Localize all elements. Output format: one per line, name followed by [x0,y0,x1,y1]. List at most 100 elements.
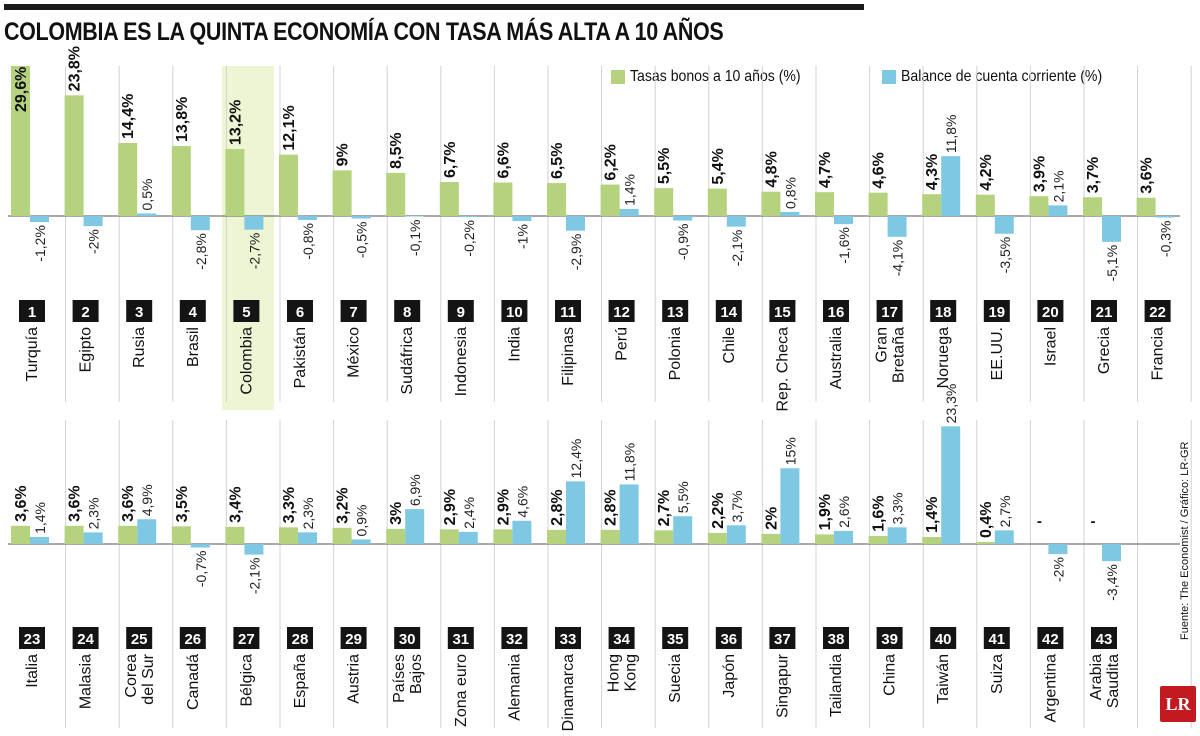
rank-number: 14 [720,304,737,321]
rank-badge [1037,300,1064,322]
bond-bar [439,182,459,216]
rank-badge [179,300,206,322]
country-8: 8,5% -0,1% 8 Sudáfrica [386,132,425,395]
country-10: 6,6% -1% 10 India [493,142,532,362]
bond-label: 2,8% [549,489,566,525]
rank-badge [233,627,260,649]
country-2: 23,8% -2% 2 Egipto [64,46,103,372]
rank-badge [1091,300,1117,322]
rank-number: 42 [1042,631,1059,648]
country-name: México [346,327,363,378]
bond-bar [279,154,298,216]
account-bar [1102,544,1121,562]
rank-number: 3 [135,304,143,321]
country-name: Indonesia [453,327,470,396]
bond-label: 13,2% [227,100,244,145]
legend-swatch-bond [611,70,625,84]
country-name: Polonia [667,327,684,380]
rank-badge [555,300,581,322]
rank-badge [394,627,421,649]
bond-bar [1136,197,1156,216]
bond-bar [1029,196,1049,216]
bond-bar [332,527,352,544]
bond-label: 1,6% [871,495,888,531]
country-name: Saudita [1105,654,1122,708]
country-name: China [882,654,899,696]
account-label: -0,7% [193,551,209,588]
country-30: 3%6,9% 30 Países Bajos [386,474,425,703]
bond-label: 3,6% [67,485,84,521]
account-bar [190,544,210,548]
source-note: Fuente: The Economist / Gráfico: LR-GR [1179,441,1191,640]
rank-badge [501,300,528,322]
rank-number: 1 [28,304,36,321]
bond-label: 3,2% [335,487,352,523]
country-20: 3,9% 2,1% 20 Israel [1029,156,1068,366]
country-4: 13,8% -2,8% 4 Brasil [171,97,210,367]
bond-bar [815,192,834,216]
country-12: 6,2%1,4% 12 Perú [600,144,639,361]
bond-bar [171,526,191,544]
account-bar [30,216,49,223]
country-name: Rusia [131,327,148,368]
country-35: 2,7% 5,5% 35 Suecia [654,481,693,703]
rank-badge [876,627,903,649]
rank-number: 16 [828,304,845,321]
country-name: Suiza [989,654,1006,694]
rank-number: 30 [399,631,416,648]
bond-label: 14,4% [120,94,137,139]
bond-bar [761,533,781,544]
country-name: EE.UU. [989,327,1006,380]
legend-label-account: Balance de cuenta corriente (%) [901,68,1103,85]
rank-badge [126,627,153,649]
account-bar [137,519,157,544]
bond-bar [439,529,459,544]
country-name: Noruega [935,327,952,388]
rank-badge [72,627,99,649]
account-bar [834,216,853,225]
bond-bar [922,194,942,216]
bond-bar [815,534,834,544]
bond-bar [707,532,727,544]
bond-bar [868,192,888,216]
account-label: 0,8% [782,177,798,209]
rank-number: 41 [988,631,1005,648]
bond-label: 13,8% [174,97,191,142]
account-bar [887,527,907,544]
rank-badge [126,300,153,322]
account-bar [244,216,264,230]
country-23: 3,6% 1,4% 23 Italia [11,485,49,688]
account-bar [298,216,317,221]
account-label: -0,1% [407,220,423,257]
account-bar [458,531,478,544]
account-bar [137,213,157,216]
rank-badge [1144,300,1171,322]
country-name: Filipinas [560,327,577,386]
lr-logo: LR [1160,686,1196,722]
rank-number: 39 [881,631,898,648]
rank-badge [19,627,45,649]
country-name: Países [391,654,408,703]
account-bar [1048,544,1068,555]
bond-label: 6,7% [442,142,459,178]
country-34: 2,8%11,8% 34 Hong Kong [600,443,640,692]
country-25: 3,6% 4,9% 25 Corea del Sur [118,484,157,705]
bond-bar [386,172,406,216]
rank-badge [930,300,957,322]
account-bar [405,509,425,544]
country-17: 4,6% -4,1% 17 Gran Bretaña [868,152,908,383]
bond-label: 12,1% [281,105,298,150]
account-bar [1102,216,1121,242]
bond-bar [11,525,30,544]
account-label: -0,2% [461,220,477,257]
country-22: 3,6% -0,3% 22 Francia [1136,157,1175,380]
bond-bar [654,530,674,544]
account-bar [351,216,371,219]
account-label: 1,4% [32,502,48,534]
rank-number: 33 [560,631,577,648]
country-name: Austria [346,654,363,704]
highlight-panel [222,66,274,410]
account-bar [994,216,1014,234]
country-15: 4,8%0,8% 15 Rep. Checa [761,151,800,412]
rank-number: 7 [349,304,357,321]
